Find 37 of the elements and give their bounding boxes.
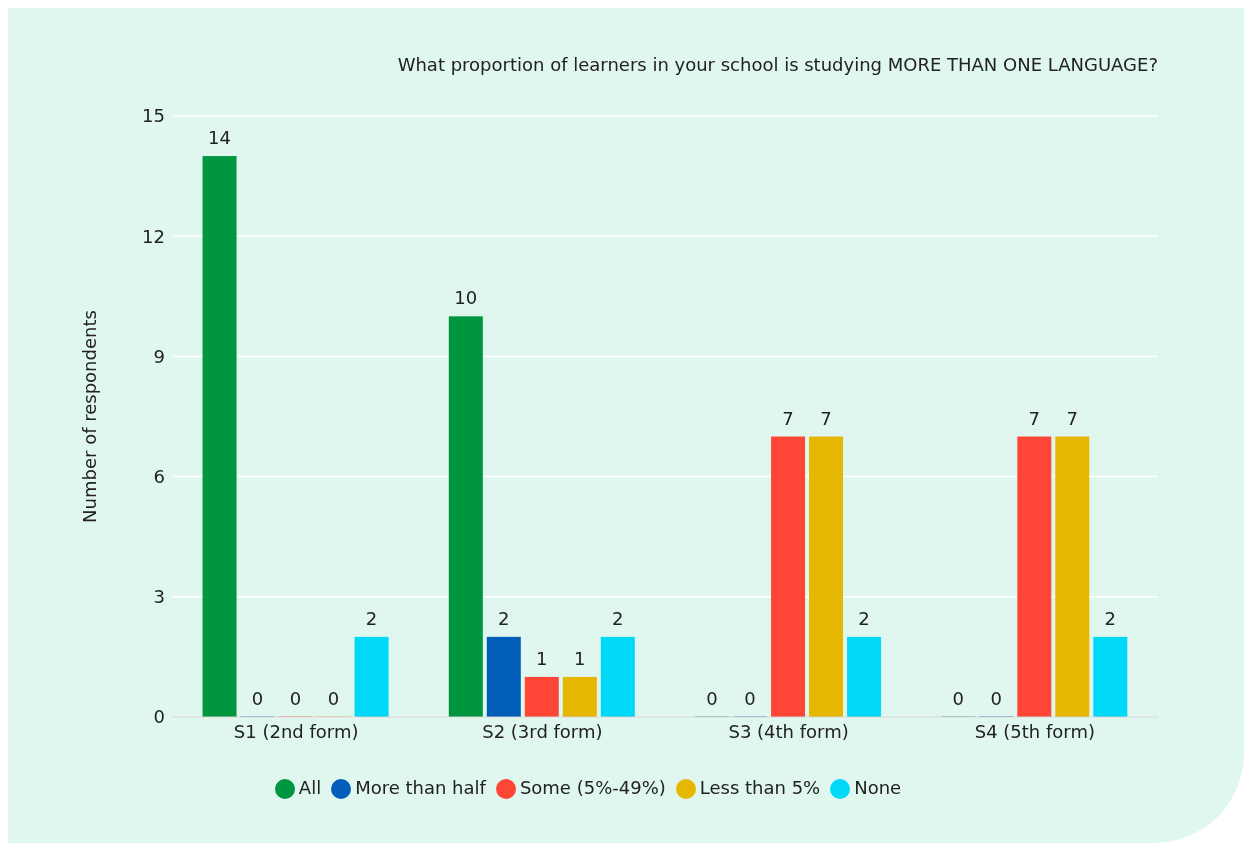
data-label: 7 bbox=[1028, 407, 1041, 429]
legend-label: Some (5%-49%) bbox=[519, 777, 666, 798]
x-tick-label: S2 (3rd form) bbox=[482, 720, 603, 742]
x-tick-label: S4 (5th form) bbox=[974, 720, 1096, 742]
data-label: 0 bbox=[952, 688, 965, 709]
data-label: 2 bbox=[365, 607, 378, 629]
y-axis-title: Number of respondents bbox=[79, 310, 101, 523]
y-tick-label: 9 bbox=[153, 345, 165, 367]
data-label: 0 bbox=[289, 688, 302, 709]
y-tick-label: 15 bbox=[142, 105, 165, 127]
data-label: 0 bbox=[706, 688, 718, 709]
x-tick-label: S3 (4th form) bbox=[728, 720, 849, 742]
data-label: 14 bbox=[208, 127, 231, 149]
y-tick-label: 0 bbox=[153, 706, 165, 728]
legend-label: None bbox=[854, 777, 902, 798]
data-label: 7 bbox=[782, 407, 794, 429]
data-label: 2 bbox=[612, 607, 624, 629]
data-label: 7 bbox=[1066, 407, 1079, 429]
data-label: 1 bbox=[574, 647, 586, 669]
data-label: 10 bbox=[454, 287, 478, 309]
y-tick-label: 3 bbox=[153, 586, 165, 608]
y-tick-label: 6 bbox=[153, 465, 165, 487]
y-tick-label: 12 bbox=[142, 225, 165, 247]
data-label: 1 bbox=[536, 647, 548, 669]
x-tick-label: S1 (2nd form) bbox=[233, 720, 359, 742]
legend-label: Less than 5% bbox=[699, 777, 821, 798]
data-label: 0 bbox=[744, 688, 756, 709]
data-label: 2 bbox=[858, 607, 870, 629]
data-label: 7 bbox=[820, 407, 832, 429]
data-label: 2 bbox=[498, 607, 510, 629]
chart-title: What proportion of learners in your school is studying MORE THAN ONE LANGUAGE? bbox=[396, 54, 1158, 75]
data-label: 0 bbox=[990, 688, 1003, 709]
data-label: 0 bbox=[251, 688, 264, 709]
data-label: 2 bbox=[1104, 607, 1117, 629]
legend-label: All bbox=[298, 777, 322, 798]
legend-label: More than half bbox=[355, 777, 486, 798]
data-label: 0 bbox=[327, 688, 340, 709]
